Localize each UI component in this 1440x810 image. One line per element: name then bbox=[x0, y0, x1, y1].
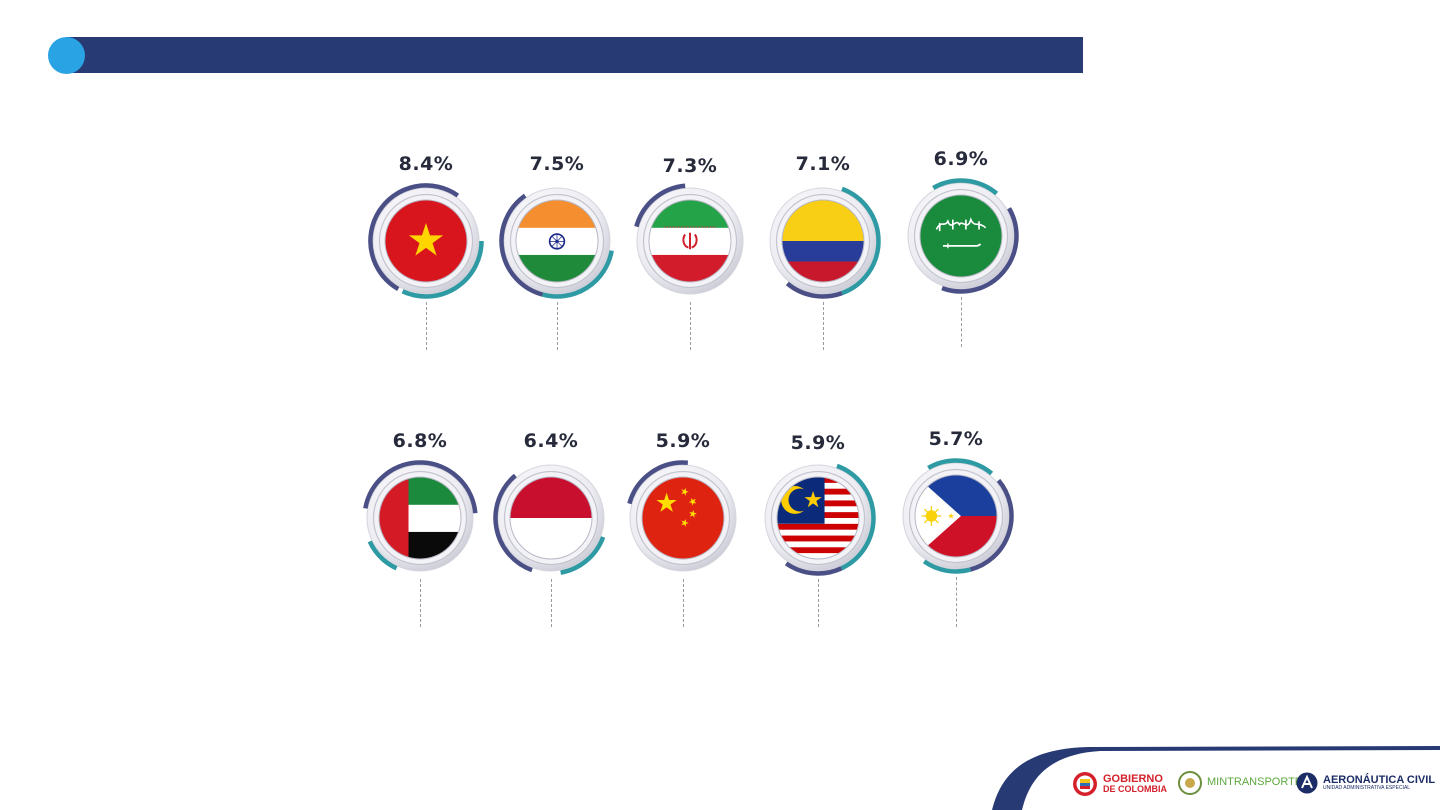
footer-logos: GOBIERNO DE COLOMBIA MINTRANSPORTE AERON… bbox=[980, 740, 1440, 810]
malaysia-flag-icon bbox=[764, 463, 876, 576]
country-item-uae: 6.8% bbox=[357, 427, 487, 637]
china-flag-icon bbox=[627, 460, 737, 572]
country-item-philippines: 5.7% bbox=[893, 425, 1023, 635]
connector-line bbox=[683, 579, 684, 627]
mintransporte-label: MINTRANSPORTE bbox=[1207, 776, 1303, 789]
country-item-indonesia: 6.4% bbox=[488, 427, 618, 637]
pct-label-saudi-arabia: 6.9% bbox=[933, 148, 989, 170]
pct-label-indonesia: 6.4% bbox=[523, 430, 579, 452]
title-bullet bbox=[48, 37, 85, 74]
footer-wave-icon bbox=[992, 746, 1440, 810]
connector-line bbox=[823, 302, 824, 350]
colombia-seal-icon bbox=[1073, 772, 1097, 796]
title-bar bbox=[66, 37, 1083, 73]
connector-line bbox=[956, 577, 957, 627]
pct-label-colombia: 7.1% bbox=[795, 153, 851, 175]
country-item-saudi-arabia: 6.9% bbox=[898, 145, 1028, 355]
gobierno-line2: DE COLOMBIA bbox=[1103, 784, 1167, 795]
pct-label-uae: 6.8% bbox=[392, 430, 448, 452]
vietnam-flag-icon bbox=[368, 183, 484, 299]
pct-label-china: 5.9% bbox=[655, 430, 711, 452]
country-item-iran: 7.3% bbox=[627, 150, 757, 360]
connector-line bbox=[690, 302, 691, 350]
saudi-arabia-flag-icon bbox=[907, 178, 1019, 294]
connector-line bbox=[551, 579, 552, 627]
aeronautica-seal-icon bbox=[1296, 772, 1318, 794]
country-item-colombia: 7.1% bbox=[760, 150, 890, 360]
philippines-flag-icon bbox=[902, 458, 1014, 574]
pct-label-philippines: 5.7% bbox=[928, 428, 984, 450]
pct-label-malaysia: 5.9% bbox=[790, 432, 846, 454]
indonesia-flag-icon bbox=[493, 464, 606, 575]
pct-label-iran: 7.3% bbox=[662, 155, 718, 177]
india-flag-icon bbox=[499, 187, 614, 299]
country-item-vietnam: 8.4% bbox=[363, 150, 493, 360]
mintransporte-logo: MINTRANSPORTE bbox=[1178, 771, 1302, 795]
gobierno-logo: GOBIERNO DE COLOMBIA bbox=[1072, 771, 1167, 797]
country-item-india: 7.5% bbox=[494, 150, 624, 360]
aeronautica-logo: AERONÁUTICA CIVIL UNIDAD ADMINISTRATIVA … bbox=[1296, 772, 1435, 794]
colombia-flag-icon bbox=[769, 186, 881, 299]
uae-flag-icon bbox=[363, 460, 478, 572]
gobierno-line1: GOBIERNO bbox=[1103, 772, 1163, 785]
connector-line bbox=[818, 579, 819, 627]
country-item-china: 5.9% bbox=[620, 427, 750, 637]
aeronautica-line2: UNIDAD ADMINISTRATIVA ESPECIAL bbox=[1323, 785, 1411, 792]
pct-label-vietnam: 8.4% bbox=[398, 153, 454, 175]
connector-line bbox=[961, 297, 962, 347]
pct-label-india: 7.5% bbox=[529, 153, 585, 175]
connector-line bbox=[426, 302, 427, 350]
aeronautica-line1: AERONÁUTICA CIVIL bbox=[1323, 773, 1436, 786]
country-item-malaysia: 5.9% bbox=[755, 427, 885, 637]
mintransporte-seal-icon bbox=[1178, 771, 1202, 795]
connector-line bbox=[420, 579, 421, 627]
iran-flag-icon bbox=[634, 183, 744, 295]
connector-line bbox=[557, 302, 558, 350]
